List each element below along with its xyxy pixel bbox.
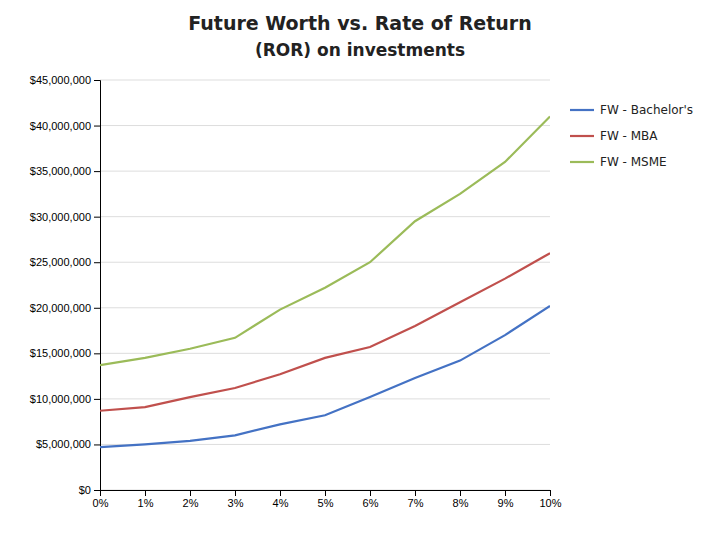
y-tick: $5,000,000 [36,438,100,450]
legend-label: FW - MSME [600,155,667,169]
legend-label: FW - MBA [600,129,658,143]
y-tick: $45,000,000 [30,74,100,86]
x-tick-label: 1% [138,497,154,509]
y-tick-label: $15,000,000 [30,347,91,359]
y-tick-line [94,399,100,400]
y-tick-line [94,80,100,81]
legend-swatch [570,109,594,111]
x-tick-line [325,490,326,496]
subtitle: (ROR) on investments [255,40,465,60]
x-tick-line [235,490,236,496]
legend-item: FW - Bachelor's [570,103,693,117]
x-axis: 0% 1% 2% 3% 4% 5% 6% 7% 8% 9% 10% [93,490,562,509]
y-tick-line [94,308,100,309]
legend: FW - Bachelor's FW - MBA FW - MSME [570,103,693,169]
y-tick-label: $25,000,000 [30,256,91,268]
x-tick: 1% [138,490,154,509]
x-tick: 0% [93,490,109,509]
x-tick-line [415,490,416,496]
y-tick: $40,000,000 [30,120,100,132]
x-tick: 7% [408,490,424,509]
x-tick: 2% [183,490,199,509]
series-line [100,306,550,447]
grid-line [100,171,550,172]
grid-line [100,444,550,445]
y-tick: $15,000,000 [30,347,100,359]
x-tick-label: 3% [228,497,244,509]
chart-svg: Future Worth vs. Rate of Return (ROR) on … [0,0,720,540]
y-tick-line [94,490,100,491]
axis-domain [94,81,101,491]
y-tick: $35,000,000 [30,165,100,177]
grid-line [100,80,550,81]
x-tick: 4% [273,490,289,509]
grid-line [100,307,550,308]
y-tick-label: $5,000,000 [36,438,91,450]
axis-domain [101,491,551,497]
x-tick-label: 6% [363,497,379,509]
x-tick: 6% [363,490,379,509]
y-tick-label: $35,000,000 [30,165,91,177]
x-tick: 5% [318,490,334,509]
series-line [100,116,550,365]
plot: 0% 1% 2% 3% 4% 5% 6% 7% 8% 9% 10% $0 $5,000,000 $10,0… [30,74,562,509]
grid-line [100,398,550,399]
x-tick-label: 5% [318,497,334,509]
y-tick-label: $0 [79,484,91,496]
grid [100,80,550,490]
y-tick-line [94,126,100,127]
y-tick: $30,000,000 [30,211,100,223]
x-tick-line [190,490,191,496]
y-tick-line [94,444,100,445]
legend-item: FW - MSME [570,155,667,169]
y-tick: $25,000,000 [30,256,100,268]
x-tick: 8% [453,490,469,509]
y-tick-line [94,353,100,354]
x-tick-line [505,490,506,496]
y-tick-line [94,262,100,263]
legend-swatch [570,135,594,137]
legend-label: FW - Bachelor's [600,103,693,117]
y-tick-label: $40,000,000 [30,120,91,132]
x-tick-label: 10% [539,497,561,509]
legend-swatch [570,161,594,163]
legend-item: FW - MBA [570,129,658,143]
x-tick-label: 4% [273,497,289,509]
x-tick: 3% [228,490,244,509]
y-tick-line [94,217,100,218]
y-tick: $0 [79,484,100,496]
grid-line [100,216,550,217]
y-tick-label: $10,000,000 [30,393,91,405]
y-tick-label: $30,000,000 [30,211,91,223]
y-tick-line [94,171,100,172]
y-tick-label: $20,000,000 [30,302,91,314]
x-tick: 9% [498,490,514,509]
x-tick-line [370,490,371,496]
series-line [100,253,550,411]
y-tick-label: $45,000,000 [30,74,91,86]
grid-line [100,262,550,263]
x-tick: 10% [539,490,561,509]
chart-container: Future Worth vs. Rate of Return (ROR) on … [0,0,720,540]
x-tick-line [145,490,146,496]
x-tick-label: 0% [93,497,109,509]
grid-line [100,125,550,126]
x-tick-line [280,490,281,496]
y-tick: $20,000,000 [30,302,100,314]
title: Future Worth vs. Rate of Return [188,12,531,34]
x-tick-label: 7% [408,497,424,509]
x-tick-line [460,490,461,496]
y-axis: $0 $5,000,000 $10,000,000 $15,000,000 $20,00… [30,74,101,496]
lines [100,116,550,447]
x-tick-label: 9% [498,497,514,509]
x-tick-label: 8% [453,497,469,509]
x-tick-label: 2% [183,497,199,509]
x-tick-line [550,490,551,496]
y-tick: $10,000,000 [30,393,100,405]
